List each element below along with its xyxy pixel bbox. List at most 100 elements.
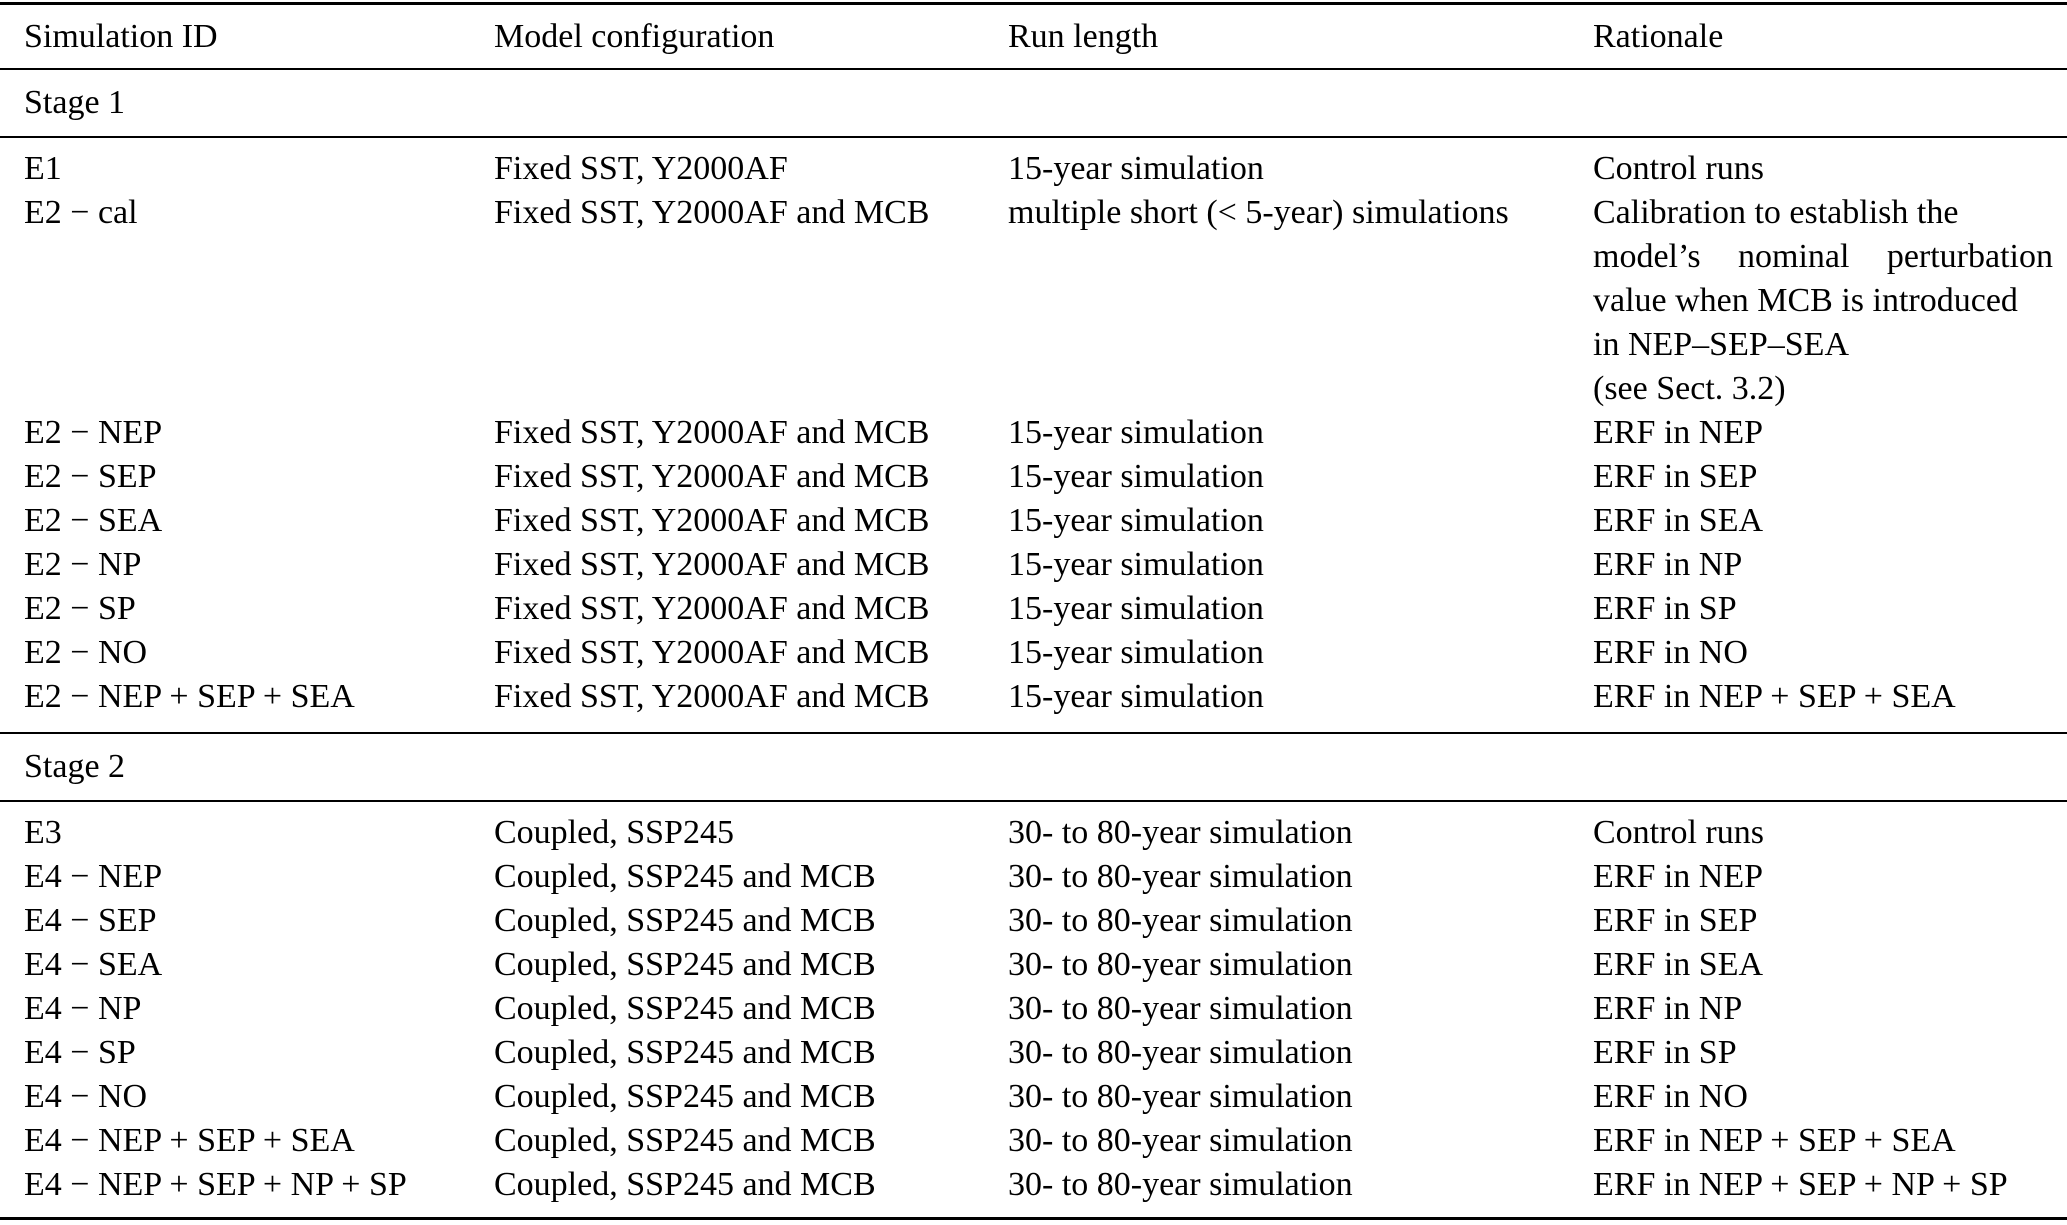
cell-simulation-id: E3 xyxy=(24,814,62,851)
cell-rationale: ERF in SEP xyxy=(1593,899,2067,943)
rationale-line: ERF in NEP xyxy=(1593,414,1764,451)
table-row: E4 − NO Coupled, SSP245 and MCB 30- to 8… xyxy=(24,1075,2067,1119)
cell-run-length: 30- to 80-year simulation xyxy=(1008,1122,1353,1159)
cell-run-length: 30- to 80-year simulation xyxy=(1008,946,1353,983)
cell-model-configuration: Coupled, SSP245 and MCB xyxy=(494,1122,876,1159)
rationale-line: ERF in SP xyxy=(1593,1034,1737,1071)
cell-model-configuration: Fixed SST, Y2000AF and MCB xyxy=(494,634,930,671)
cell-rationale: ERF in SEA xyxy=(1593,943,2067,987)
table-row: E4 − NEP + SEP + NP + SP Coupled, SSP245… xyxy=(24,1163,2067,1207)
cell-model-configuration: Coupled, SSP245 and MCB xyxy=(494,1078,876,1115)
table-top-rule xyxy=(0,2,2067,5)
rationale-line: Control runs xyxy=(1593,150,1764,187)
cell-simulation-id: E4 − NEP + SEP + NP + SP xyxy=(24,1166,407,1203)
cell-rationale: ERF in SEA xyxy=(1593,499,2067,543)
cell-run-length: multiple short (< 5-year) simulations xyxy=(1008,194,1509,231)
cell-simulation-id: E4 − SP xyxy=(24,1034,136,1071)
cell-rationale: ERF in NP xyxy=(1593,987,2067,1031)
table-row: E4 − SEA Coupled, SSP245 and MCB 30- to … xyxy=(24,943,2067,987)
cell-simulation-id: E4 − NEP + SEP + SEA xyxy=(24,1122,355,1159)
table-row: E2 − NEP Fixed SST, Y2000AF and MCB 15-y… xyxy=(24,411,2067,455)
cell-model-configuration: Coupled, SSP245 xyxy=(494,814,734,851)
cell-rationale: ERF in NEP xyxy=(1593,855,2067,899)
table-row: E2 − SP Fixed SST, Y2000AF and MCB 15-ye… xyxy=(24,587,2067,631)
rationale-line: ERF in SEA xyxy=(1593,502,1764,539)
cell-run-length: 15-year simulation xyxy=(1008,678,1264,715)
stage-1-body: E1 Fixed SST, Y2000AF 15-year simulation… xyxy=(24,138,2067,732)
cell-model-configuration: Coupled, SSP245 and MCB xyxy=(494,902,876,939)
cell-simulation-id: E2 − SP xyxy=(24,590,136,627)
rationale-line: in NEP–SEP–SEA xyxy=(1593,326,1849,363)
rationale-line: ERF in SEP xyxy=(1593,902,1758,939)
table-row: E2 − NP Fixed SST, Y2000AF and MCB 15-ye… xyxy=(24,543,2067,587)
stage-2-body: E3 Coupled, SSP245 30- to 80-year simula… xyxy=(24,802,2067,1217)
cell-simulation-id: E2 − NO xyxy=(24,634,148,671)
cell-simulation-id: E4 − SEP xyxy=(24,902,157,939)
cell-simulation-id: E4 − NP xyxy=(24,990,142,1027)
cell-run-length: 30- to 80-year simulation xyxy=(1008,1166,1353,1203)
cell-rationale: Calibration to establish the model’s nomi… xyxy=(1593,191,2067,411)
cell-run-length: 15-year simulation xyxy=(1008,458,1264,495)
cell-model-configuration: Fixed SST, Y2000AF and MCB xyxy=(494,502,930,539)
cell-simulation-id: E2 − SEP xyxy=(24,458,157,495)
cell-simulation-id: E2 − NEP xyxy=(24,414,163,451)
section-label-stage-1: Stage 1 xyxy=(24,84,126,121)
table-row: E2 − SEP Fixed SST, Y2000AF and MCB 15-y… xyxy=(24,455,2067,499)
stage-1-top-rule xyxy=(0,136,2067,138)
rationale-line: Calibration to establish the xyxy=(1593,194,1959,231)
cell-run-length: 15-year simulation xyxy=(1008,414,1264,451)
cell-run-length: 15-year simulation xyxy=(1008,546,1264,583)
stage-2-top-rule xyxy=(0,800,2067,802)
section-label-stage-2: Stage 2 xyxy=(24,748,126,785)
table-row: E3 Coupled, SSP245 30- to 80-year simula… xyxy=(24,811,2067,855)
rationale-line: ERF in NP xyxy=(1593,990,1743,1027)
cell-simulation-id: E4 − NEP xyxy=(24,858,163,895)
column-header-rationale: Rationale xyxy=(1593,18,1724,55)
cell-rationale: ERF in NO xyxy=(1593,1075,2067,1119)
rationale-line: ERF in NEP + SEP + SEA xyxy=(1593,1122,1956,1159)
table-row: E2 − SEA Fixed SST, Y2000AF and MCB 15-y… xyxy=(24,499,2067,543)
cell-run-length: 30- to 80-year simulation xyxy=(1008,814,1353,851)
cell-run-length: 30- to 80-year simulation xyxy=(1008,902,1353,939)
table-row: E2 − NEP + SEP + SEA Fixed SST, Y2000AF … xyxy=(24,675,2067,719)
column-header-run-length: Run length xyxy=(1008,18,1159,55)
cell-model-configuration: Fixed SST, Y2000AF and MCB xyxy=(494,678,930,715)
table-row: E4 − SEP Coupled, SSP245 and MCB 30- to … xyxy=(24,899,2067,943)
cell-model-configuration: Fixed SST, Y2000AF and MCB xyxy=(494,194,930,231)
cell-simulation-id: E2 − cal xyxy=(24,194,138,231)
cell-simulation-id: E2 − SEA xyxy=(24,502,163,539)
cell-run-length: 30- to 80-year simulation xyxy=(1008,990,1353,1027)
cell-model-configuration: Fixed SST, Y2000AF and MCB xyxy=(494,546,930,583)
rationale-line: ERF in NEP + SEP + SEA xyxy=(1593,678,1956,715)
column-header-simulation-id: Simulation ID xyxy=(24,18,218,55)
cell-simulation-id: E4 − SEA xyxy=(24,946,163,983)
table-row: E4 − NEP + SEP + SEA Coupled, SSP245 and… xyxy=(24,1119,2067,1163)
table-row: E4 − SP Coupled, SSP245 and MCB 30- to 8… xyxy=(24,1031,2067,1075)
rationale-line: ERF in NEP xyxy=(1593,858,1764,895)
rationale-line: Control runs xyxy=(1593,814,1764,851)
cell-model-configuration: Coupled, SSP245 and MCB xyxy=(494,990,876,1027)
cell-rationale: ERF in SEP xyxy=(1593,455,2067,499)
rationale-line: ERF in NP xyxy=(1593,546,1743,583)
cell-model-configuration: Fixed SST, Y2000AF xyxy=(494,150,788,187)
header-bottom-rule xyxy=(0,68,2067,70)
cell-simulation-id: E1 xyxy=(24,150,62,187)
cell-rationale: ERF in SP xyxy=(1593,587,2067,631)
cell-simulation-id: E2 − NEP + SEP + SEA xyxy=(24,678,355,715)
rationale-line: ERF in NO xyxy=(1593,1078,1748,1115)
rationale-line: ERF in NO xyxy=(1593,634,1748,671)
cell-model-configuration: Coupled, SSP245 and MCB xyxy=(494,1034,876,1071)
rationale-line: model’s nominal perturbation xyxy=(1593,238,2053,275)
cell-rationale: ERF in NEP + SEP + SEA xyxy=(1593,1119,2067,1163)
table-row: E2 − NO Fixed SST, Y2000AF and MCB 15-ye… xyxy=(24,631,2067,675)
cell-rationale: ERF in NEP + SEP + NP + SP xyxy=(1593,1163,2067,1207)
column-header-model-configuration: Model configuration xyxy=(494,18,775,55)
cell-simulation-id: E4 − NO xyxy=(24,1078,148,1115)
cell-rationale: ERF in NEP xyxy=(1593,411,2067,455)
table-row: E4 − NP Coupled, SSP245 and MCB 30- to 8… xyxy=(24,987,2067,1031)
rationale-line: ERF in SP xyxy=(1593,590,1737,627)
cell-run-length: 15-year simulation xyxy=(1008,634,1264,671)
cell-run-length: 15-year simulation xyxy=(1008,150,1264,187)
rationale-line: value when MCB is introduced xyxy=(1593,282,2018,319)
